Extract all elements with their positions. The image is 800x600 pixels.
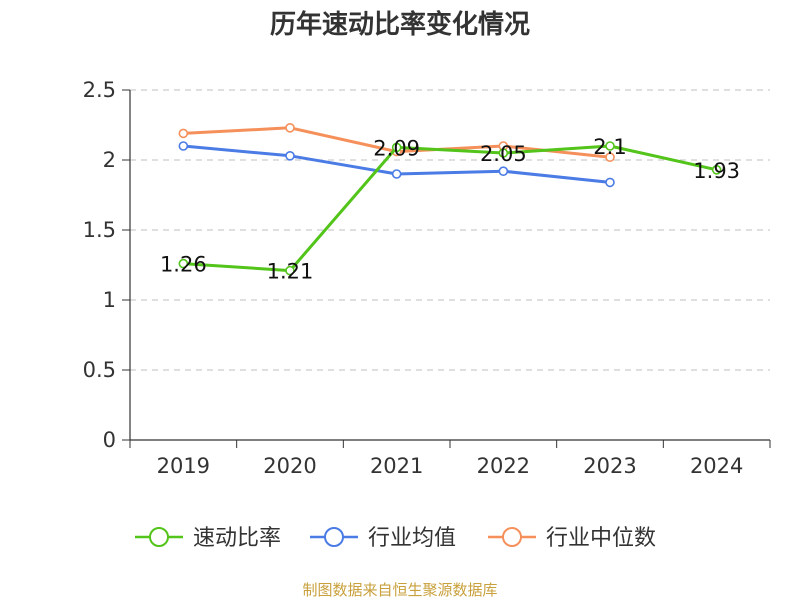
series-point-2 — [178, 128, 189, 139]
chart-title: 历年速动比率变化情况 — [270, 9, 530, 40]
series-point-0 — [391, 142, 402, 153]
legend-label: 行业中位数 — [546, 526, 656, 551]
y-tick-label: 0.5 — [83, 358, 116, 382]
x-tick-label: 2022 — [477, 454, 530, 478]
y-tick-label: 0 — [103, 428, 116, 452]
data-label: 2.1 — [593, 135, 626, 159]
legend-marker — [502, 527, 522, 547]
series-point-1 — [285, 151, 295, 161]
legend-marker — [324, 527, 344, 547]
series-point-0 — [711, 165, 722, 175]
x-tick-label: 2023 — [583, 454, 636, 478]
series-lines — [178, 123, 722, 276]
data-labels: 1.26 1.21 2.09 2.05 2.1 1.93 — [160, 135, 740, 284]
data-label: 1.26 — [160, 253, 207, 277]
source-note: 制图数据来自恒生聚源数据库 — [302, 581, 497, 599]
x-tick-label: 2021 — [370, 454, 423, 478]
y-tick-label: 1 — [103, 288, 116, 312]
series-point-1 — [605, 177, 615, 188]
series-point-0 — [178, 258, 189, 269]
y-tick-label: 2 — [103, 148, 116, 172]
legend: 速动比率 行业均值 行业中位数 — [135, 526, 656, 551]
data-label: 1.21 — [267, 260, 314, 284]
grid-lines — [130, 89, 770, 371]
legend-label: 行业均值 — [368, 526, 456, 551]
axes: 0 0.5 1 1.5 2 2.5 2019 2020 2021 2022 2023 2024 — [83, 78, 771, 478]
legend-marker — [149, 527, 169, 547]
series-point-0 — [285, 265, 295, 276]
legend-item-1[interactable]: 行业均值 — [310, 526, 456, 551]
legend-item-0[interactable]: 速动比率 — [135, 526, 281, 551]
x-tick-label: 2019 — [157, 454, 210, 478]
y-tick-label: 2.5 — [83, 78, 116, 102]
series-line-0 — [183, 144, 717, 273]
series-point-2 — [605, 152, 615, 162]
data-label: 2.09 — [373, 136, 420, 160]
x-tick-label: 2024 — [690, 454, 743, 478]
series-point-1 — [178, 141, 189, 151]
series-point-2 — [285, 123, 295, 133]
data-label: 1.93 — [693, 159, 740, 183]
series-point-1 — [391, 169, 402, 179]
data-label: 2.05 — [480, 142, 527, 166]
x-tick-label: 2020 — [263, 454, 316, 478]
series-point-0 — [498, 148, 509, 158]
legend-label: 速动比率 — [193, 526, 281, 551]
legend-item-2[interactable]: 行业中位数 — [488, 526, 656, 551]
series-point-0 — [605, 141, 615, 151]
y-tick-label: 1.5 — [83, 218, 116, 242]
series-point-1 — [498, 166, 509, 176]
